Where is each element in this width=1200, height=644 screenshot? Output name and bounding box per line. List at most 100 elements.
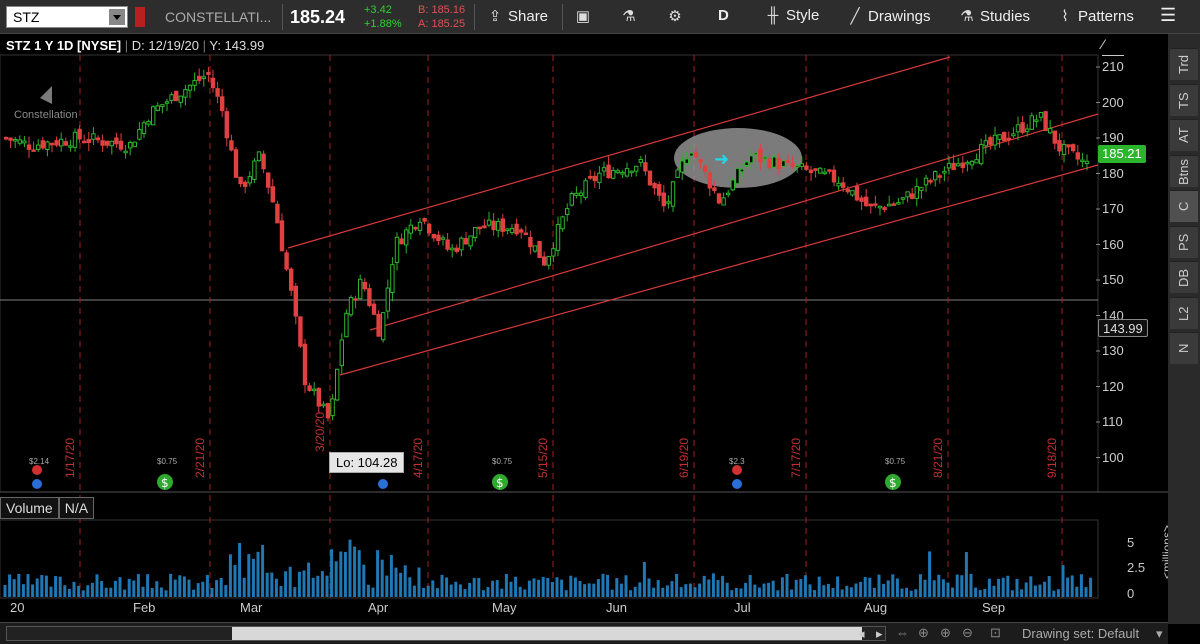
candle-body [1006, 137, 1011, 141]
volume-bar [366, 584, 370, 597]
volume-bar [279, 585, 283, 597]
candle-body [1061, 143, 1067, 155]
volume-bar [877, 574, 881, 597]
volume-bar [813, 590, 817, 597]
side-tab-ps[interactable]: PS [1170, 225, 1198, 258]
volume-bar [1024, 582, 1028, 597]
volume-tick: 5 [1127, 535, 1135, 550]
candle-body [900, 197, 906, 200]
zoom-box-icon[interactable]: ⊡ [990, 625, 1001, 640]
volume-bar [711, 573, 715, 597]
volume-bar [905, 587, 909, 597]
studies-label: Studies [980, 8, 1031, 25]
menu-button[interactable]: ☰ [1160, 5, 1176, 25]
candle-body [146, 121, 151, 125]
volume-bar [592, 583, 596, 597]
studies-button[interactable]: ⚗ Studies [958, 7, 1030, 27]
side-tab-c[interactable]: C [1170, 190, 1198, 222]
scroll-right-icon[interactable]: ▸ [876, 626, 883, 641]
candle-body [123, 150, 128, 154]
price-chart[interactable]: 1/17/20 2/21/20 3/20/20 4/17/20 5/15/20 6/19/… [0, 0, 1168, 622]
drawing-set-label[interactable]: Drawing set: Default [1022, 626, 1140, 641]
candle-body [289, 268, 294, 291]
side-tab-l2[interactable]: L2 [1170, 296, 1198, 329]
volume-bar [978, 590, 982, 597]
volume-bar [845, 585, 849, 597]
candle-body [100, 140, 105, 146]
zoom-out-icon[interactable]: ⊖ [962, 625, 973, 640]
volume-bar [1056, 589, 1060, 597]
time-scrollbar[interactable] [6, 626, 886, 641]
volume-bar [776, 590, 780, 597]
candle-body [730, 179, 735, 191]
pan-icon[interactable]: ⇔ [896, 625, 909, 640]
symbol-dropdown-icon[interactable] [109, 9, 125, 25]
side-tab-db[interactable]: DB [1170, 261, 1198, 293]
volume-bar [1061, 565, 1065, 597]
volume-bar [527, 580, 531, 597]
volume-bar [509, 581, 513, 597]
candle-body [643, 162, 648, 172]
candle-body [178, 95, 184, 103]
candle-body [1075, 152, 1080, 160]
side-tab-trd[interactable]: Trd [1170, 48, 1198, 80]
link-flag-icon[interactable] [135, 7, 145, 27]
side-tab-at[interactable]: AT [1170, 119, 1198, 151]
volume-bar [997, 578, 1001, 597]
volume-bar [638, 582, 642, 597]
style-button[interactable]: ╫ Style [764, 7, 820, 27]
volume-bar [514, 576, 518, 597]
candle-body [565, 208, 570, 216]
lab-button[interactable]: ⚗ [620, 7, 642, 27]
candle-body [187, 84, 193, 91]
scroll-left-icon[interactable]: ◂ [858, 626, 865, 641]
side-tab-n[interactable]: N [1170, 332, 1198, 364]
volume-bar [964, 552, 968, 597]
autoscale-icon[interactable]: ⁄ [1102, 36, 1124, 56]
candle-body [896, 202, 901, 205]
zoom-in-icon[interactable]: ⊕ [940, 625, 951, 640]
volume-bar [564, 590, 568, 597]
candle-body [634, 165, 639, 172]
candle-body [362, 281, 368, 290]
candle-body [128, 142, 133, 149]
candle-body [348, 296, 354, 316]
volume-bar [578, 581, 582, 597]
candle-body [491, 220, 496, 231]
share-button[interactable]: ⇪ Share [486, 7, 548, 27]
drawing-set-dropdown-icon[interactable]: ▾ [1156, 626, 1163, 641]
candle-body [72, 131, 78, 148]
volume-bar [836, 576, 840, 597]
candle-body [574, 192, 579, 196]
candle-body [822, 171, 827, 175]
symbol-input[interactable]: STZ [6, 6, 128, 28]
candle-body [408, 224, 414, 234]
side-tab-ts[interactable]: TS [1170, 83, 1198, 116]
volume-bar [619, 583, 623, 597]
volume-bar [353, 546, 357, 597]
candle-body [818, 167, 823, 174]
volume-bar [49, 586, 53, 597]
side-tab-btns[interactable]: Btns [1170, 154, 1198, 187]
candle-body [192, 79, 197, 86]
channel-middle-line [369, 113, 1099, 331]
patterns-button[interactable]: ⌇ Patterns [1056, 7, 1134, 27]
settings-button[interactable]: ⚙ [666, 7, 688, 27]
volume-bar [35, 578, 39, 597]
candle-body [831, 169, 837, 183]
candle-body [960, 162, 965, 169]
candle-body [905, 191, 910, 198]
drawings-button[interactable]: ╱ Drawings [846, 7, 930, 27]
volume-bar [983, 588, 987, 597]
volume-bar [1066, 577, 1070, 597]
crosshair-icon[interactable]: ⊕ [918, 625, 929, 640]
candle-body [762, 156, 768, 160]
chart-frame [0, 54, 1099, 493]
scrollbar-thumb[interactable] [232, 627, 862, 640]
volume-bar [693, 587, 697, 597]
volume-bar [822, 585, 826, 597]
volume-bar [403, 565, 407, 597]
period-button[interactable]: D [718, 7, 729, 27]
candle-body [247, 176, 253, 184]
snapshot-button[interactable]: ▣ [574, 7, 596, 27]
